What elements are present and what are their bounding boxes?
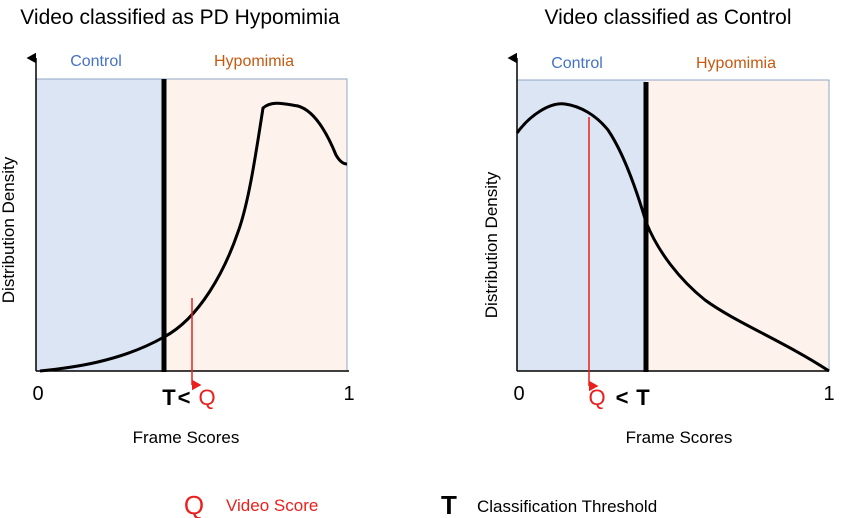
x-tick-min: 0 — [32, 383, 43, 405]
control-region — [36, 79, 164, 371]
panel-title: Video classified as PD Hypomimia — [20, 6, 340, 29]
x-axis-label: Frame Scores — [626, 428, 733, 447]
relation-first: Q — [588, 385, 605, 410]
hypomimia-label: Hypomimia — [696, 55, 776, 72]
relation-op: < — [178, 385, 191, 410]
relation-op: < — [616, 385, 629, 410]
y-axis-label: Distribution Density — [482, 171, 501, 318]
panel-hypomimia: Video classified as PD Hypomimia Control… — [0, 6, 355, 447]
legend: Q Video Score T Classification Threshold — [184, 490, 657, 518]
x-tick-max: 1 — [343, 383, 354, 405]
legend-q-symbol: Q — [184, 490, 204, 518]
legend-q-text: Video Score — [226, 496, 318, 515]
x-axis-label: Frame Scores — [133, 428, 240, 447]
x-tick-max: 1 — [823, 383, 834, 405]
legend-t-text: Classification Threshold — [477, 497, 657, 516]
relation-second: T — [636, 385, 650, 410]
y-axis-label: Distribution Density — [0, 156, 18, 303]
control-label: Control — [551, 55, 603, 72]
control-region — [517, 80, 646, 371]
x-tick-min: 0 — [513, 383, 524, 405]
relation-first: T — [162, 385, 176, 410]
relation-second: Q — [198, 385, 215, 410]
hypomimia-label: Hypomimia — [214, 53, 294, 70]
legend-t-symbol: T — [441, 490, 457, 518]
density-curve — [39, 101, 348, 373]
control-label: Control — [70, 53, 122, 70]
density-curve — [515, 102, 830, 373]
panel-control: Video classified as Control Control Hypo… — [482, 6, 835, 447]
panel-title: Video classified as Control — [544, 6, 791, 29]
hypomimia-region — [164, 79, 347, 371]
hypomimia-region — [646, 80, 829, 371]
